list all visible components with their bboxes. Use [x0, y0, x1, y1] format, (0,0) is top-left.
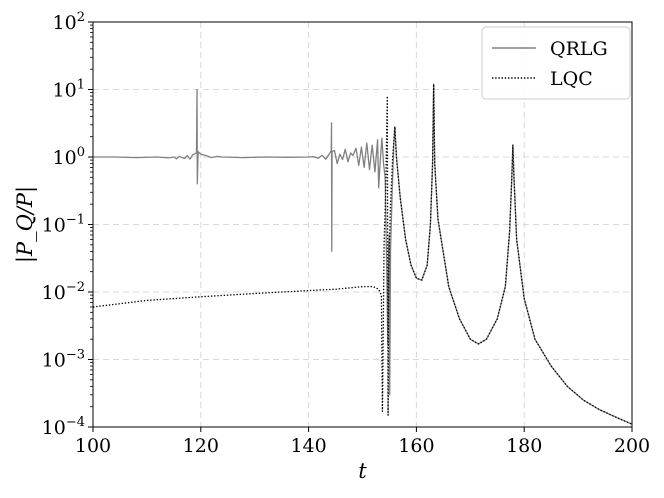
x-tick-label: 160	[398, 435, 434, 457]
y-tick-label: 10−3	[42, 348, 85, 372]
x-tick-label: 140	[290, 435, 326, 457]
legend-label-lqc: LQC	[550, 68, 593, 90]
x-tick-label: 200	[614, 435, 650, 457]
x-tick-label: 120	[183, 435, 219, 457]
x-tick-label: 100	[75, 435, 111, 457]
x-tick-label: 180	[506, 435, 542, 457]
legend-label-qrlg: QRLG	[550, 38, 608, 60]
y-tick-label: 100	[53, 145, 85, 169]
y-tick-label: 102	[53, 10, 85, 34]
y-tick-label: 10−2	[42, 280, 85, 304]
legend: QRLG LQC	[481, 26, 631, 100]
ticks	[88, 21, 633, 432]
y-axis-label: |P_Q/P|	[13, 186, 38, 263]
y-tick-label: 10−4	[42, 415, 85, 439]
legend-box	[481, 26, 631, 100]
series-layer	[92, 83, 633, 425]
y-tick-label: 10−1	[42, 213, 85, 237]
x-axis-label: t	[358, 459, 367, 483]
y-tick-label: 101	[53, 78, 85, 102]
tick-labels: 100 120 140 160 180 200 10−4 10−3 10−2 10−1 100 101…	[42, 10, 650, 457]
